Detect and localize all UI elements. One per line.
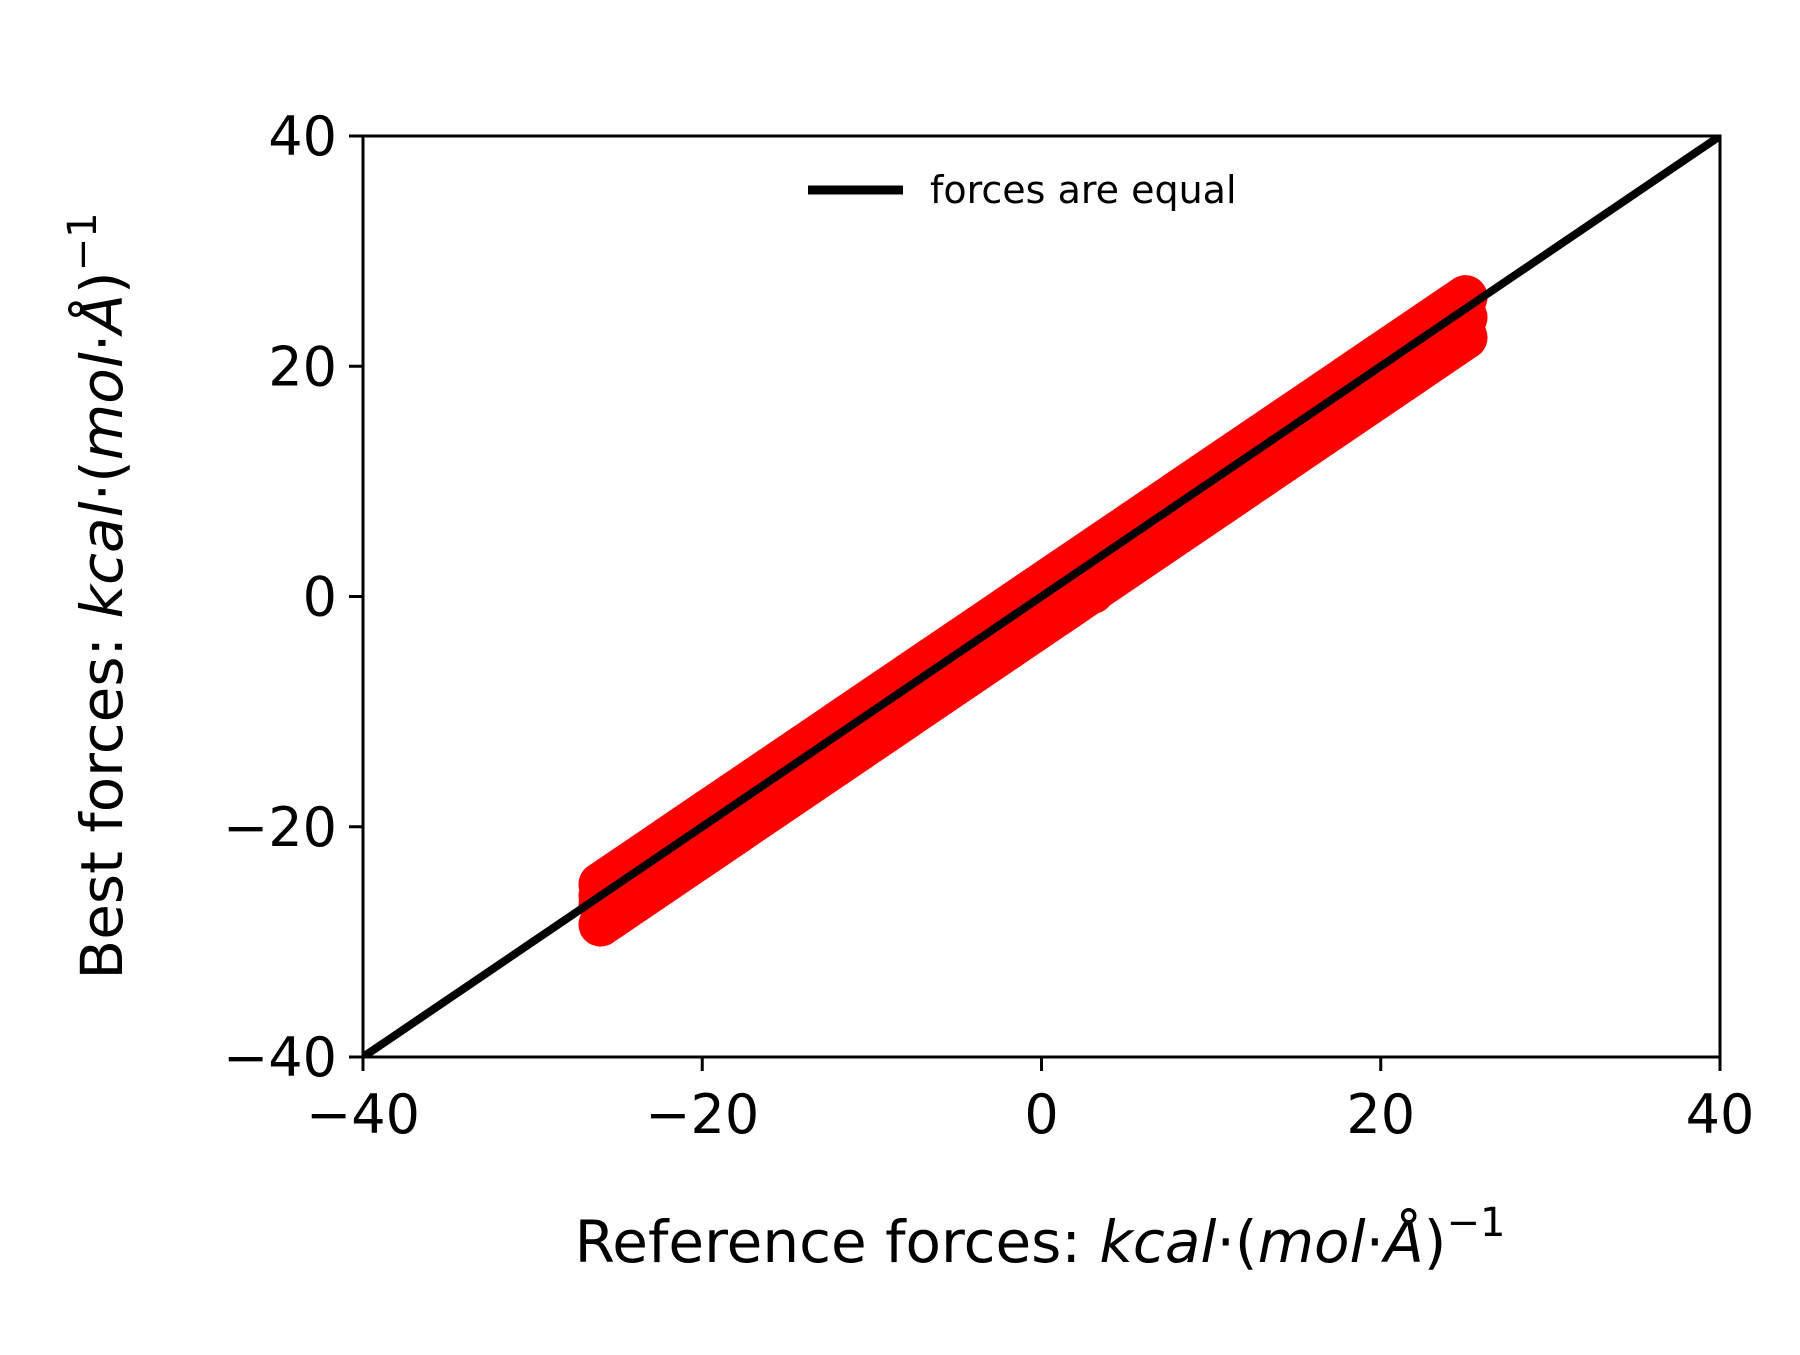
y-axis-label-text: Best forces: xyxy=(68,618,136,979)
scatter-point xyxy=(731,796,776,841)
y-tick-label: 0 xyxy=(303,566,337,629)
legend-label: forces are equal xyxy=(930,168,1237,212)
y-axis-label-dot2: · xyxy=(68,334,136,352)
y-axis-label: Best forces: kcal·(mol·Å)−1 xyxy=(60,212,136,979)
y-axis-label-paren-close: ) xyxy=(68,271,136,294)
x-tick-label: 40 xyxy=(1686,1083,1755,1146)
x-tick-label: 0 xyxy=(1024,1083,1058,1146)
y-tick-label: 40 xyxy=(268,105,337,168)
equality-line xyxy=(363,136,1720,1057)
x-axis-label: Reference forces: kcal·(mol·Å)−1 xyxy=(575,1200,1506,1276)
scatter-points xyxy=(578,275,1488,947)
x-axis-ticks: −40 −20 0 20 40 xyxy=(306,1057,1754,1146)
y-tick-label: 20 xyxy=(268,335,337,398)
x-tick-label: 20 xyxy=(1346,1083,1415,1146)
y-tick-label: −40 xyxy=(223,1026,337,1089)
x-axis-label-exponent: −1 xyxy=(1446,1200,1505,1246)
x-axis-label-paren-open: ( xyxy=(1235,1208,1258,1276)
y-axis-label-dot1: · xyxy=(68,483,136,501)
y-axis-label-paren-open: ( xyxy=(68,460,136,483)
x-axis-label-paren-close: ) xyxy=(1424,1208,1447,1276)
equality-line-group xyxy=(363,136,1720,1057)
x-axis-label-mol: mol xyxy=(1258,1208,1366,1276)
y-axis-label-angstrom: Å xyxy=(67,294,136,338)
scatter-point xyxy=(900,681,945,726)
y-axis-ticks: −40 −20 0 20 40 xyxy=(223,105,363,1089)
y-axis-label-kcal: kcal xyxy=(68,501,136,618)
scatter-point xyxy=(815,739,860,784)
x-tick-label: −20 xyxy=(645,1083,759,1146)
x-axis-label-angstrom: Å xyxy=(1380,1207,1424,1276)
legend: forces are equal xyxy=(808,168,1237,212)
scatter-point xyxy=(985,626,1030,671)
x-axis-label-dot2: · xyxy=(1366,1208,1384,1276)
scatter-point xyxy=(1324,394,1369,439)
y-axis-label-exponent: −1 xyxy=(60,212,106,271)
scatter-point xyxy=(1155,510,1200,555)
x-axis-label-kcal: kcal xyxy=(1099,1208,1216,1276)
y-tick-label: −20 xyxy=(223,796,337,859)
scatter-point xyxy=(1070,569,1115,614)
y-axis-label-mol: mol xyxy=(68,352,136,460)
x-axis-label-text: Reference forces: xyxy=(575,1208,1100,1276)
x-tick-label: −40 xyxy=(306,1083,420,1146)
x-axis-label-dot1: · xyxy=(1216,1208,1234,1276)
scatter-point xyxy=(1240,451,1285,496)
